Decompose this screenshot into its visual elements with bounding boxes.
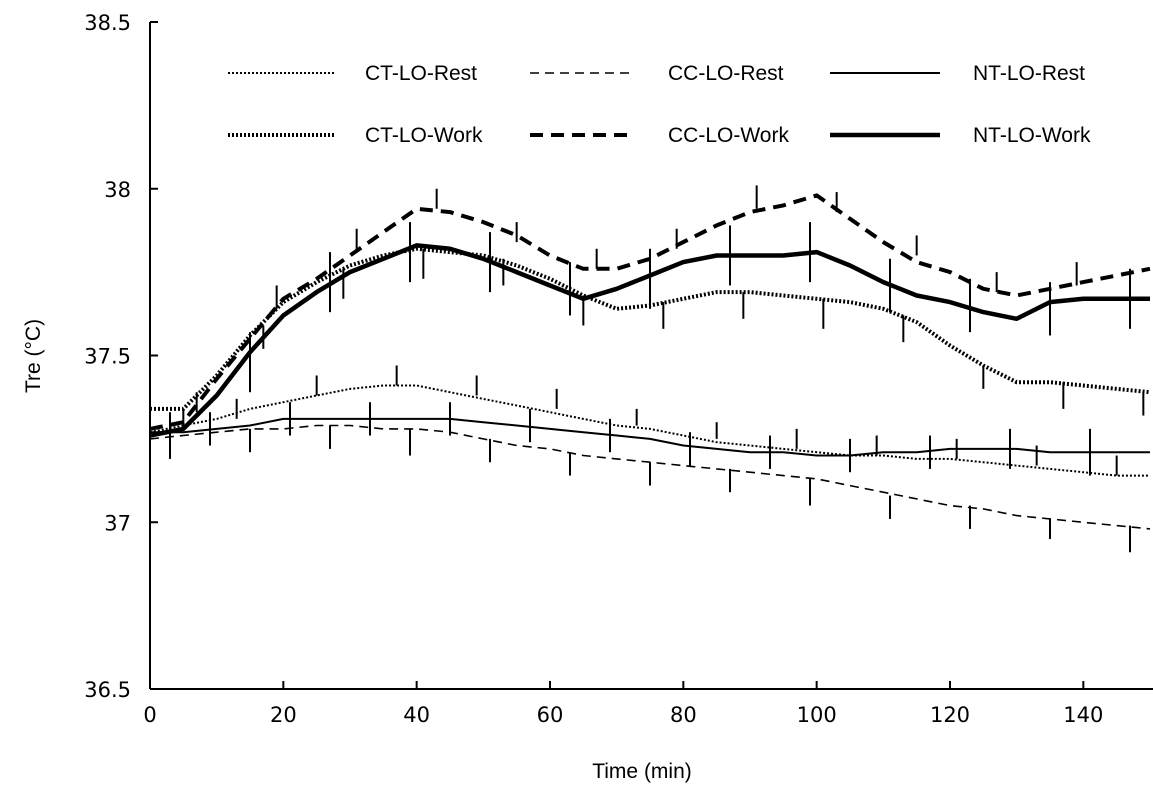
series-line-cc-lo-work bbox=[149, 193, 1151, 431]
x-tick-label: 20 bbox=[270, 703, 297, 727]
x-tick-label: 0 bbox=[143, 703, 156, 727]
x-axis-title: Time (min) bbox=[592, 760, 692, 783]
y-axis-title: Tre (°C) bbox=[22, 319, 45, 393]
x-tick-label: 80 bbox=[670, 703, 697, 727]
legend-label-ct-lo-work: CT-LO-Work bbox=[365, 124, 483, 147]
y-tick-label: 37.5 bbox=[84, 345, 131, 369]
x-tick-label: 140 bbox=[1063, 703, 1103, 727]
error-bars bbox=[169, 185, 1145, 553]
x-tick-label: 60 bbox=[537, 703, 564, 727]
x-tick-label: 40 bbox=[403, 703, 430, 727]
legend: CT-LO-Rest CC-LO-Rest NT-LO-Rest CT-LO-Work… bbox=[228, 62, 1091, 147]
series-line-ct-lo-rest bbox=[149, 384, 1150, 477]
x-tick-label: 100 bbox=[797, 703, 837, 727]
y-ticks: 36.5 37 37.5 38 38.5 bbox=[84, 11, 158, 702]
legend-label-cc-lo-rest: CC-LO-Rest bbox=[668, 62, 784, 85]
x-tick-label: 120 bbox=[930, 703, 970, 727]
legend-label-ct-lo-rest: CT-LO-Rest bbox=[365, 62, 477, 85]
legend-label-nt-lo-work: NT-LO-Work bbox=[973, 124, 1091, 147]
y-tick-label: 37 bbox=[104, 511, 131, 535]
legend-label-nt-lo-rest: NT-LO-Rest bbox=[973, 62, 1085, 85]
axes bbox=[149, 22, 1153, 690]
y-tick-label: 38 bbox=[104, 178, 131, 202]
series-line-nt-lo-rest bbox=[150, 417, 1150, 457]
legend-label-cc-lo-work: CC-LO-Work bbox=[668, 124, 789, 147]
x-ticks: 0 20 40 60 80 100 120 140 bbox=[143, 681, 1103, 727]
y-tick-label: 36.5 bbox=[84, 678, 131, 702]
series-line-cc-lo-rest bbox=[149, 424, 1151, 530]
y-tick-label: 38.5 bbox=[84, 11, 131, 35]
